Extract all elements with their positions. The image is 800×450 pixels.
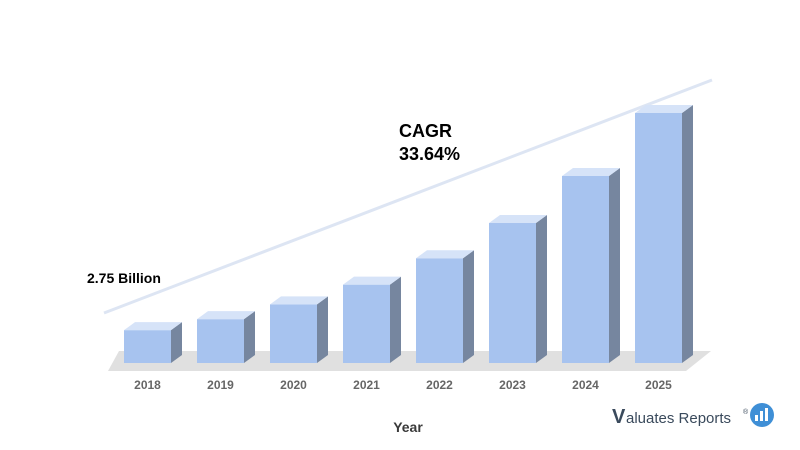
bar-front [197,319,244,363]
floor-surface [108,351,711,371]
bar-2019 [197,311,255,363]
bar-top [124,322,182,331]
x-tick-label: 2025 [645,378,672,392]
x-tick-label: 2020 [280,378,307,392]
bar-front [416,258,463,363]
bar-side [682,105,693,363]
bar-front [270,304,317,363]
bar-side [317,296,328,363]
bar-top [489,215,547,224]
x-axis-label: Year [393,419,423,435]
bar-side [609,167,620,363]
bar-2018 [124,322,182,363]
brand-logo: V aluates Reports ® [612,403,774,428]
logo-initial: V [612,406,626,428]
x-tick-label: 2022 [426,378,453,392]
bar-top [197,311,255,320]
bar-front [489,223,536,363]
x-tick-label: 2023 [499,378,526,392]
bar-side [244,311,255,363]
x-tick-labels: 2018 2019 2020 2021 2022 2023 2024 2025 [134,378,672,392]
bar-side [171,322,182,363]
x-tick-label: 2024 [572,378,599,392]
bar-front [635,113,682,363]
bar-front [124,330,171,363]
chart-bubble-icon [750,403,774,427]
bar-2025 [635,105,693,363]
chart-floor [108,351,711,371]
bar-side [463,250,474,363]
x-tick-label: 2019 [207,378,234,392]
start-value-label: 2.75 Billion [87,270,161,286]
bar-top [635,105,693,113]
bar-2024 [562,167,620,363]
trend-line [103,78,713,315]
logo-text: aluates Reports [626,410,731,427]
trend-line-path [103,78,713,315]
bar-top [343,276,401,285]
logo-registered-mark: ® [743,408,749,416]
bar-side [536,215,547,363]
bar-top [562,167,620,176]
cagr-title: CAGR [399,121,452,141]
bar-2023 [489,215,547,363]
x-tick-label: 2018 [134,378,161,392]
bar-side [390,276,401,363]
bar-front [343,284,390,363]
bar-2020 [270,296,328,363]
bars [124,105,693,363]
bar-2021 [343,276,401,363]
bar-top [416,250,474,259]
x-tick-label: 2021 [353,378,380,392]
cagr-value: 33.64% [399,144,460,164]
bar-front [562,175,609,363]
bar-2022 [416,250,474,363]
bar-top [270,296,328,305]
